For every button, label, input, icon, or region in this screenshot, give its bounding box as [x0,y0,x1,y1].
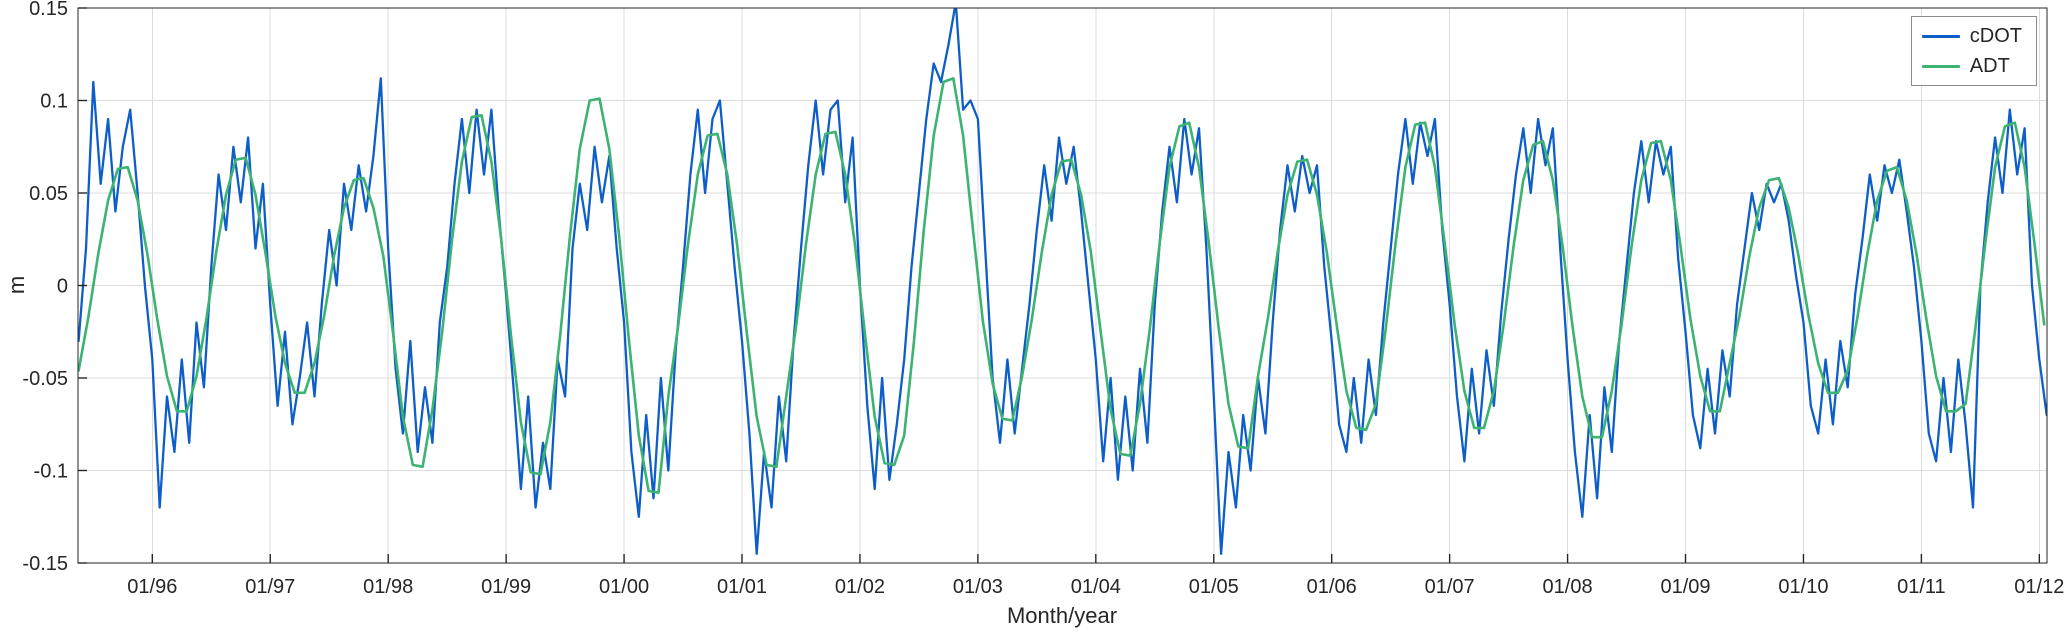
adt-legend-label: ADT [1969,55,2010,77]
adt-line-sample [1921,64,1960,68]
cdot-line-sample [1921,34,1960,38]
x-tick-label: 01/03 [953,576,1003,598]
cdot-legend-label: cDOT [1969,25,2022,47]
y-tick-label: -0.15 [22,553,68,575]
x-tick-label: 01/12 [2014,576,2064,598]
y-tick-label: 0.15 [29,0,68,20]
x-tick-label: 01/09 [1660,576,1710,598]
x-tick-label: 01/99 [481,576,531,598]
x-tick-label: 01/06 [1307,576,1357,598]
series-line-cdot [78,8,2047,555]
y-axis-label: m [4,275,30,295]
legend-entry-cdot: cDOT [1921,25,2022,47]
legend: cDOT ADT [1910,16,2037,86]
x-tick-label: 01/96 [127,576,177,598]
x-tick-label: 01/97 [245,576,295,598]
y-tick-label: 0.05 [29,183,68,205]
x-tick-label: 01/10 [1778,576,1828,598]
y-tick-label: -0.1 [34,461,68,483]
series-line-adt [78,77,2046,495]
x-tick-label: 01/08 [1543,576,1593,598]
x-tick-label: 01/01 [717,576,767,598]
x-tick-label: 01/05 [1189,576,1239,598]
y-tick-label: 0 [57,276,68,298]
x-tick-label: 01/98 [363,576,413,598]
y-tick-label: 0.1 [40,91,68,113]
x-axis-label: Month/year [1006,603,1118,628]
x-tick-label: 01/11 [1897,576,1946,598]
x-tick-label: 01/02 [835,576,885,598]
legend-entry-adt: ADT [1921,55,2022,77]
x-tick-label: 01/07 [1425,576,1475,598]
x-tick-label: 01/04 [1071,576,1121,598]
x-tick-label: 01/00 [599,576,649,598]
y-tick-label: -0.05 [22,368,68,390]
